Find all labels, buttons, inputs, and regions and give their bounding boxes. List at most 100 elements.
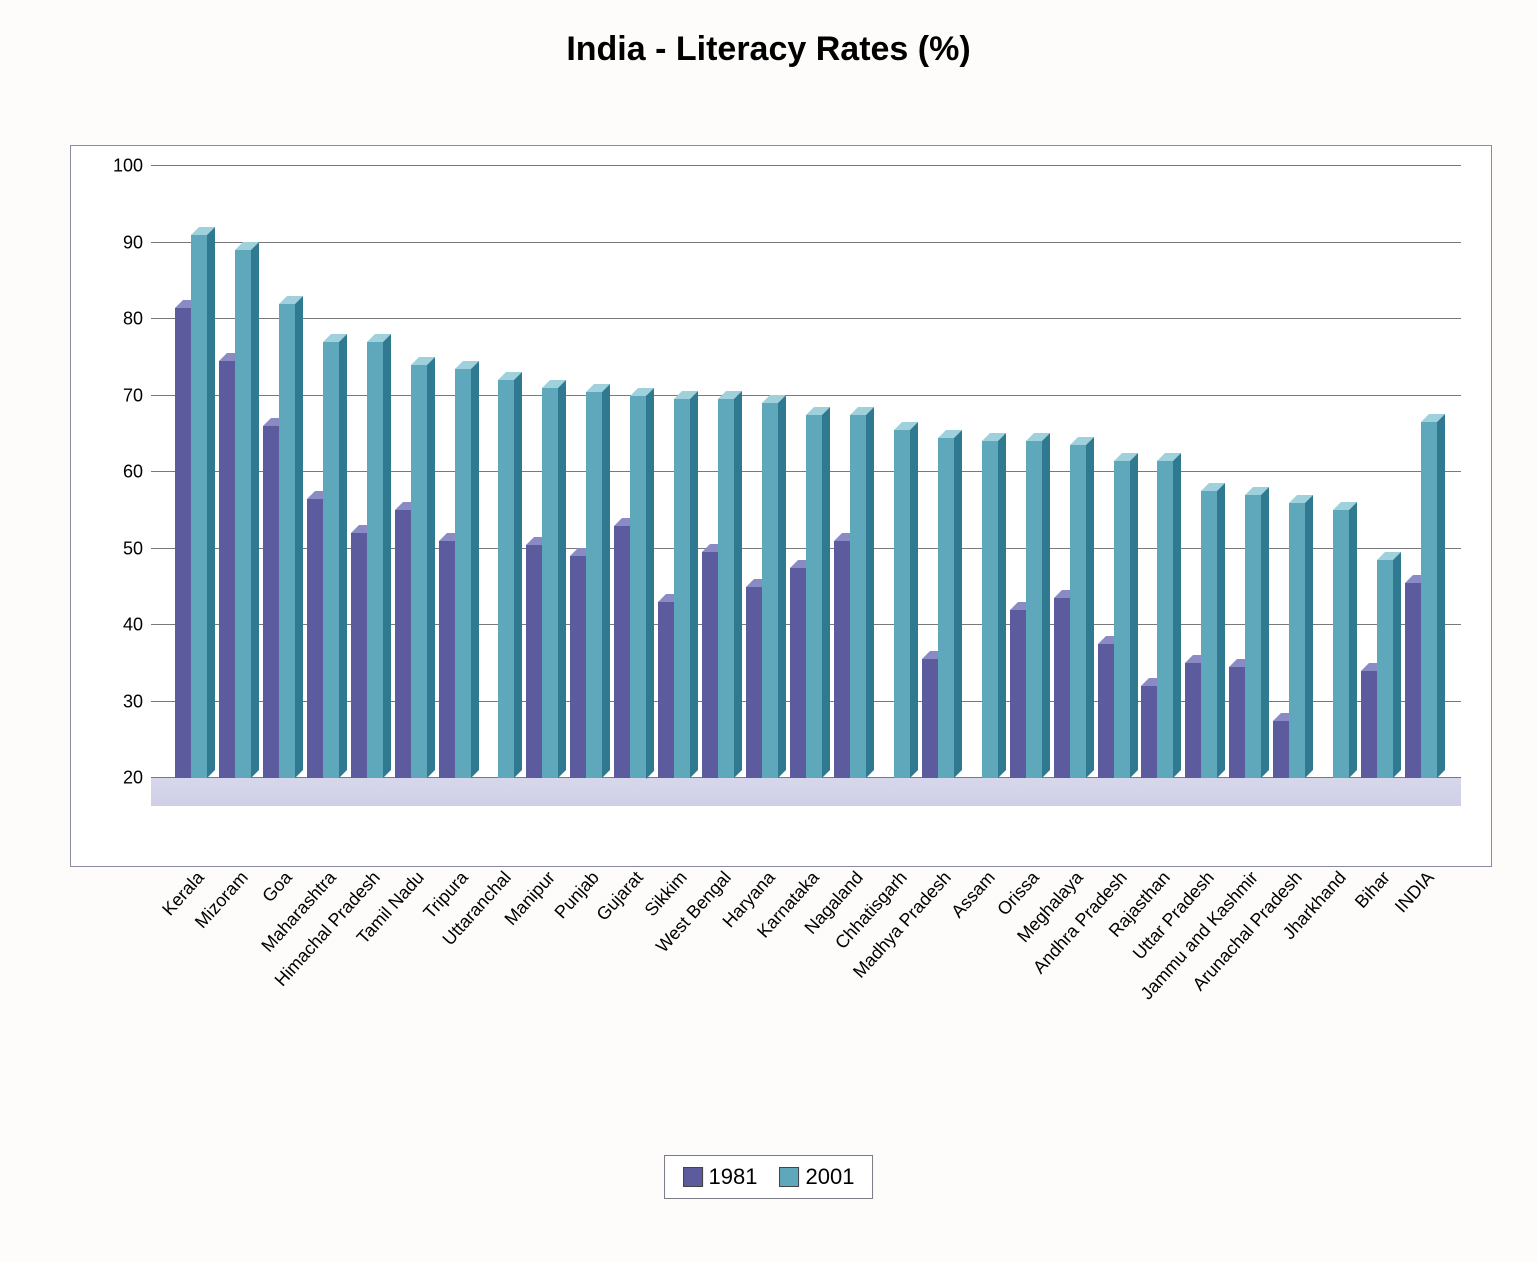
bar-front	[658, 602, 674, 778]
bar-1981	[351, 533, 367, 778]
bar-2001	[1421, 422, 1437, 778]
bar-front	[894, 430, 910, 778]
bar-2001	[1201, 491, 1217, 778]
y-tick-label: 90	[123, 232, 151, 253]
y-tick-label: 80	[123, 309, 151, 330]
bar-1981	[1185, 663, 1201, 778]
bar-side	[1042, 433, 1050, 778]
bar-side	[514, 372, 522, 778]
bar-front	[938, 438, 954, 778]
bar-side	[690, 391, 698, 778]
bar-2001	[1157, 461, 1173, 778]
bar-2001	[938, 438, 954, 778]
bar-2001	[411, 365, 427, 778]
bar-2001	[1245, 495, 1261, 778]
bar-front	[279, 304, 295, 778]
bar-front	[411, 365, 427, 778]
x-tick-label: Gujarat	[593, 867, 648, 925]
bar-front	[1054, 598, 1070, 778]
bar-1981	[746, 587, 762, 778]
bar-front	[307, 499, 323, 778]
bar-side	[734, 391, 742, 778]
bar-2001	[1333, 510, 1349, 778]
bar-2001	[367, 342, 383, 778]
bar-1981	[1229, 667, 1245, 778]
bar-front	[570, 556, 586, 778]
bar-front	[1333, 510, 1349, 778]
bar-front	[586, 392, 602, 778]
y-tick-label: 20	[123, 768, 151, 789]
y-tick-label: 50	[123, 538, 151, 559]
bar-2001	[982, 441, 998, 778]
page: India - Literacy Rates (%) 2030405060708…	[0, 0, 1537, 1262]
bar-front	[395, 510, 411, 778]
bar-2001	[1026, 441, 1042, 778]
bar-1981	[658, 602, 674, 778]
bar-2001	[718, 399, 734, 778]
bar-2001	[1289, 503, 1305, 778]
bar-front	[614, 526, 630, 778]
bar-side	[1393, 552, 1401, 778]
bar-side	[646, 388, 654, 779]
bar-front	[1273, 721, 1289, 778]
bar-front	[762, 403, 778, 778]
bar-1981	[307, 499, 323, 778]
bar-side	[339, 334, 347, 778]
bar-front	[323, 342, 339, 778]
bar-side	[207, 227, 215, 778]
bar-1981	[1098, 644, 1114, 778]
bar-side	[1261, 487, 1269, 778]
bar-1981	[1010, 610, 1026, 778]
bar-side	[251, 242, 259, 778]
bar-side	[866, 407, 874, 778]
bar-1981	[263, 426, 279, 778]
bar-side	[954, 430, 962, 778]
bar-2001	[1070, 445, 1086, 778]
bar-side	[1217, 483, 1225, 778]
bar-front	[175, 308, 191, 778]
legend-swatch-2001	[780, 1167, 800, 1187]
bar-front	[1361, 671, 1377, 778]
bar-front	[455, 369, 471, 778]
bar-front	[702, 552, 718, 778]
bar-front	[235, 250, 251, 778]
bar-front	[834, 541, 850, 778]
bar-2001	[323, 342, 339, 778]
legend-swatch-1981	[683, 1167, 703, 1187]
bar-1981	[570, 556, 586, 778]
y-tick-label: 60	[123, 462, 151, 483]
bar-side	[383, 334, 391, 778]
bar-front	[1405, 583, 1421, 778]
bar-2001	[894, 430, 910, 778]
bar-front	[439, 541, 455, 778]
bar-side	[1437, 414, 1445, 778]
bar-side	[1305, 495, 1313, 778]
bar-2001	[235, 250, 251, 778]
bar-front	[1141, 686, 1157, 778]
bar-front	[191, 235, 207, 778]
bar-side	[910, 422, 918, 778]
bar-front	[1026, 441, 1042, 778]
bar-1981	[1141, 686, 1157, 778]
legend-label-2001: 2001	[806, 1164, 855, 1189]
bar-front	[790, 568, 806, 778]
bar-front	[1114, 461, 1130, 778]
bar-1981	[1361, 671, 1377, 778]
chart-title: India - Literacy Rates (%)	[0, 30, 1537, 69]
chart-area: 2030405060708090100	[70, 145, 1492, 867]
bar-side	[602, 384, 610, 778]
x-tick-label: INDIA	[1391, 867, 1439, 917]
bar-front	[263, 426, 279, 778]
bar-front	[219, 361, 235, 778]
bar-side	[427, 357, 435, 778]
bar-side	[822, 407, 830, 778]
bar-2001	[542, 388, 558, 778]
legend: 1981 2001	[664, 1155, 874, 1199]
bar-front	[1201, 491, 1217, 778]
bar-front	[1098, 644, 1114, 778]
legend-item-2001: 2001	[780, 1164, 855, 1190]
bar-front	[1070, 445, 1086, 778]
bar-1981	[922, 659, 938, 778]
bar-front	[1377, 560, 1393, 778]
bar-1981	[395, 510, 411, 778]
